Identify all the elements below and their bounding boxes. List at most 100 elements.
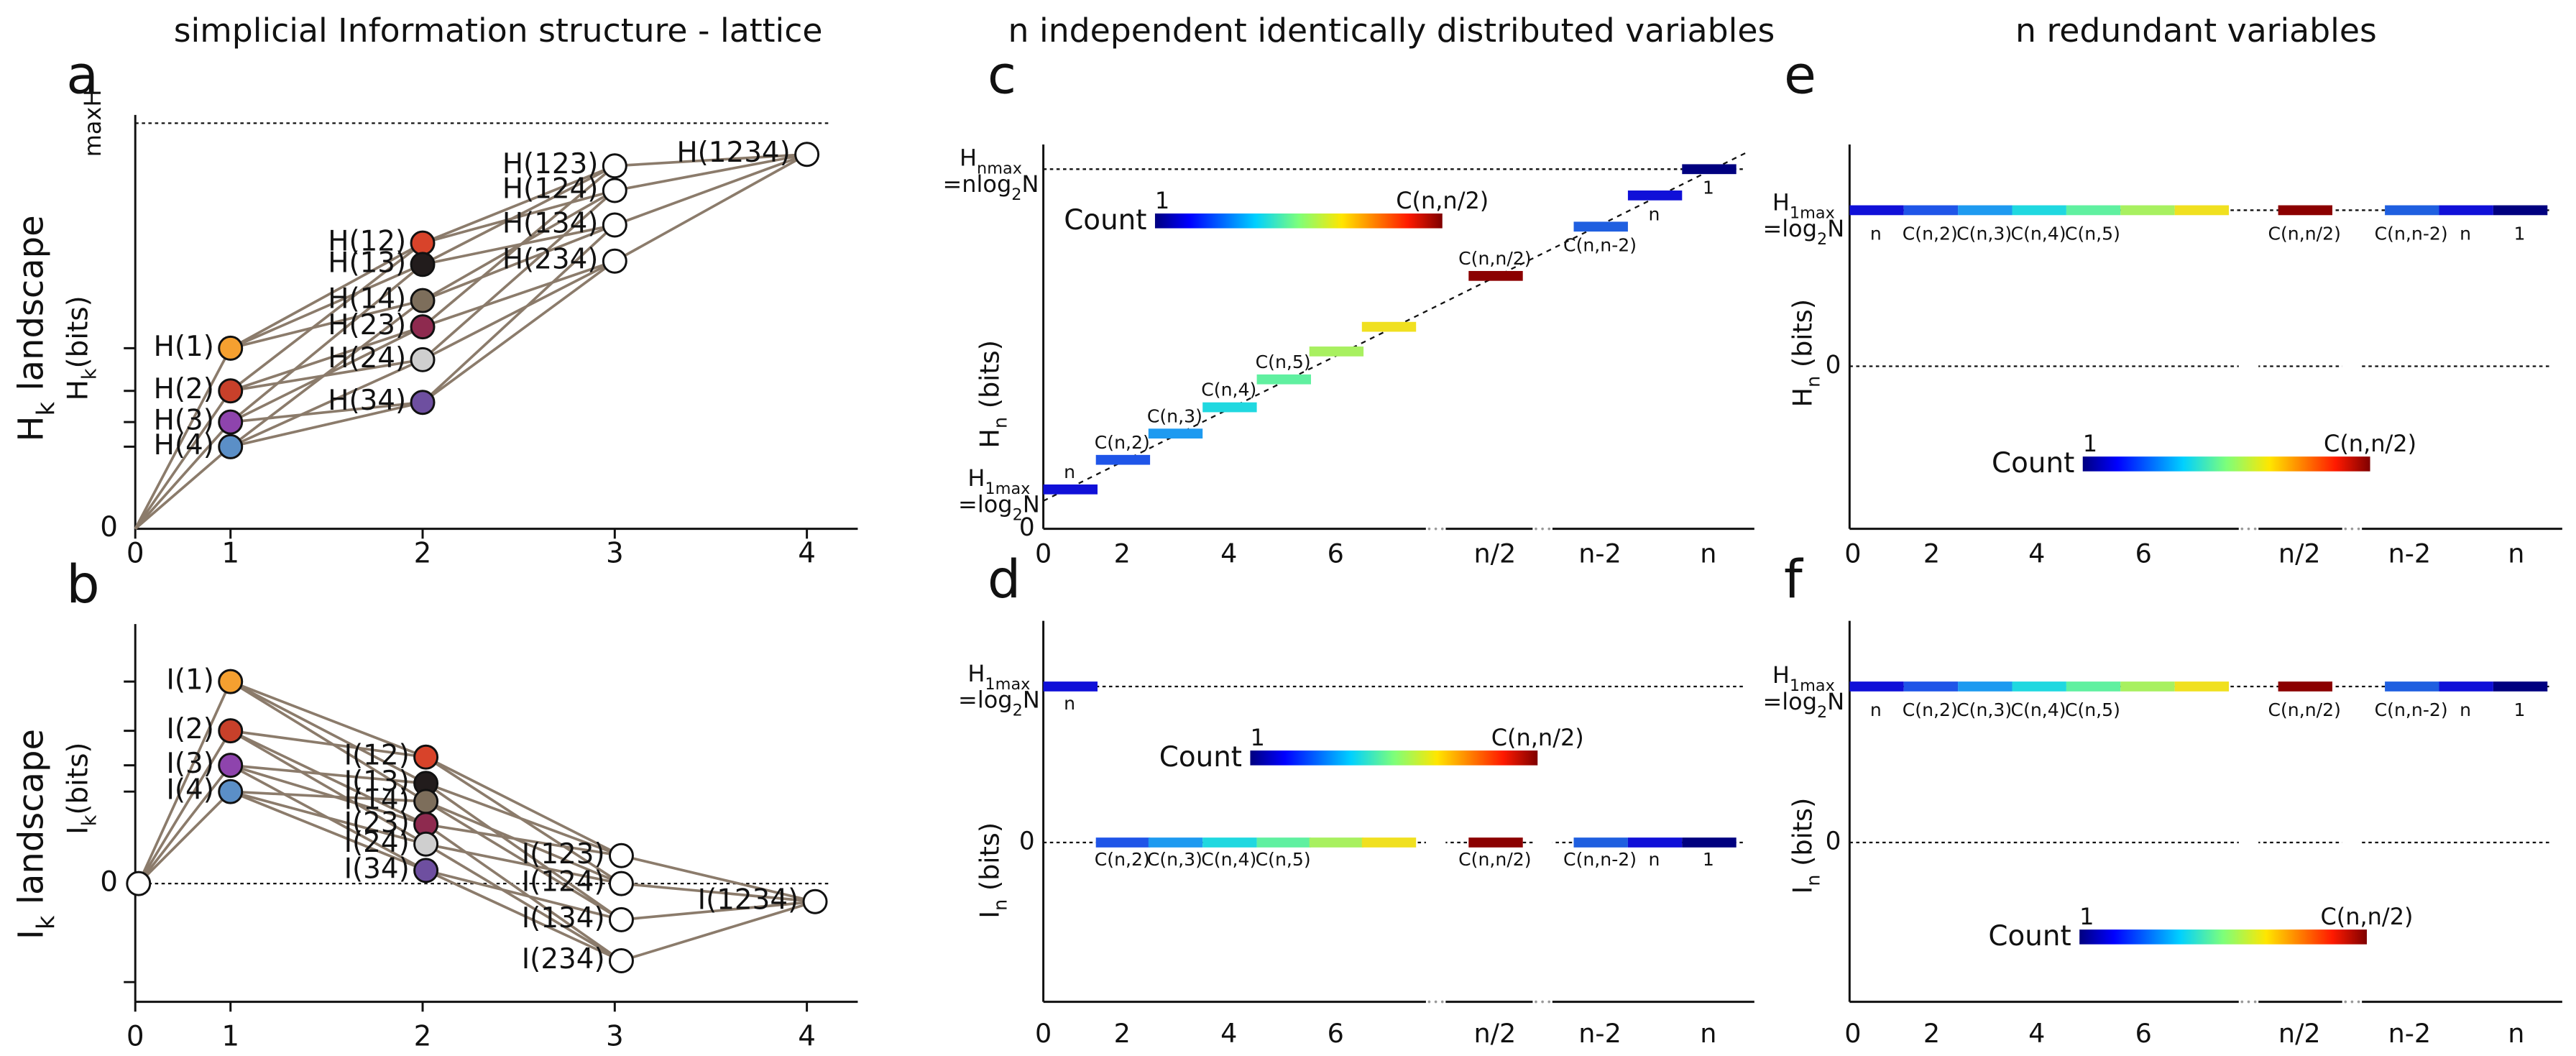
x-tick-label: n/2	[1473, 538, 1516, 569]
bar-label: C(n,n-2)	[1563, 235, 1637, 256]
text-part: I	[62, 826, 94, 834]
colorbar-max: C(n,n/2)	[2324, 430, 2416, 457]
node-label: H(24)	[328, 342, 406, 375]
edge	[422, 165, 615, 244]
node-label: I(4)	[166, 774, 213, 807]
bar-label: n	[1064, 462, 1075, 482]
level-bar	[1958, 205, 2012, 216]
edge	[425, 842, 622, 963]
y-axis-unit: Hk(bits)	[62, 295, 101, 400]
level-label: H1max	[1772, 661, 1835, 694]
colorbar-title: Count	[1159, 741, 1242, 773]
edge	[621, 854, 816, 904]
edge	[230, 400, 423, 423]
text-part: H	[1787, 387, 1818, 407]
y-tick-label: 0	[100, 866, 118, 899]
text-part: I	[1787, 886, 1818, 894]
edge	[425, 782, 622, 857]
text-part: nmax	[977, 159, 1022, 178]
break-dot	[2357, 1000, 2360, 1004]
node-label: I(234)	[522, 943, 605, 975]
colorbar-max: C(n,n/2)	[1396, 187, 1489, 214]
edge	[422, 260, 615, 329]
text-part: 2	[1013, 701, 1023, 720]
bar-label: C(n,n-2)	[2375, 699, 2448, 720]
level-bar	[1309, 346, 1364, 357]
bar-label: C(n,n/2)	[1458, 248, 1531, 269]
bar-label: n	[1870, 224, 1882, 244]
x-tick-label: n	[1700, 1018, 1716, 1049]
level-label: H1max	[1772, 188, 1835, 222]
x-tick-label: n	[2508, 538, 2524, 569]
x-tick-label: n-2	[1578, 1018, 1622, 1049]
bar-label: C(n,3)	[1956, 699, 2012, 720]
panel-letter: e	[1784, 45, 1816, 106]
bar-label: C(n,n/2)	[1458, 849, 1531, 870]
bar-label: n	[2460, 224, 2471, 244]
x-tick-label: n-2	[2388, 538, 2432, 569]
node-label: I(23)	[344, 807, 410, 839]
axis-break	[2342, 361, 2363, 372]
x-tick-label: 2	[1923, 1018, 1940, 1049]
text-part: H	[1772, 661, 1790, 689]
text-part: 2	[1817, 229, 1827, 248]
bar-label: 1	[1703, 178, 1714, 198]
colorbar	[2082, 456, 2370, 472]
axis-break	[2238, 837, 2259, 848]
text-part: 2	[1013, 505, 1023, 524]
edge	[134, 446, 231, 531]
x-tick-label: 4	[1220, 538, 1237, 569]
level-bar	[2174, 205, 2230, 216]
level-label: =log2N	[958, 687, 1040, 720]
break-dot	[1434, 1000, 1438, 1004]
break-dot	[2247, 1000, 2250, 1004]
panel-title: simplicial Information structure - latti…	[174, 12, 823, 50]
level-bar	[1627, 837, 1683, 848]
y-axis-title: Hk landscape	[12, 215, 60, 441]
edge	[134, 390, 232, 530]
node-label: H(1234)	[676, 137, 790, 169]
node	[608, 842, 634, 868]
panel-letter: f	[1784, 549, 1804, 610]
y-tick-label: 0	[1019, 513, 1035, 542]
edge	[230, 763, 426, 785]
break-dot	[2357, 527, 2360, 531]
edge	[426, 842, 622, 885]
bar-label: C(n,n-2)	[2375, 224, 2448, 244]
break-dot	[2240, 1000, 2244, 1004]
text-part: k	[32, 915, 60, 929]
panel-letter: c	[988, 45, 1016, 106]
y-axis-title: Ik landscape	[12, 729, 60, 940]
y-tick-label: 0	[1826, 827, 1841, 856]
axis-break	[2238, 361, 2259, 372]
edge	[229, 242, 424, 392]
break-dot	[2350, 527, 2354, 531]
node-label: H(12)	[328, 226, 406, 258]
level-label: H1max	[967, 464, 1030, 498]
level-bar	[1682, 164, 1736, 175]
bar-label: 1	[2513, 224, 2525, 244]
text-part: n	[990, 899, 1011, 911]
level-bar	[1202, 837, 1257, 848]
level-bar	[1573, 221, 1628, 232]
edge	[230, 763, 427, 826]
y-tick-label: 0	[1826, 351, 1841, 380]
edge	[425, 823, 622, 962]
edge	[421, 189, 616, 361]
edge	[422, 189, 615, 244]
text-part: H	[1772, 188, 1790, 216]
node-label: H(234)	[502, 244, 599, 276]
text-part: 1max	[985, 674, 1030, 693]
node	[413, 789, 439, 814]
bar-label: C(n,2)	[1095, 432, 1150, 453]
bar-label: C(n,4)	[2011, 224, 2066, 244]
edge	[230, 400, 423, 449]
break-dot	[1535, 527, 1537, 531]
text-part: N	[1023, 491, 1040, 518]
bar-label: n	[2460, 699, 2471, 720]
level-label: Hnmax	[960, 144, 1022, 178]
x-tick-label: 4	[1220, 1018, 1237, 1049]
text-part: (bits)	[62, 742, 94, 814]
panel-title: n redundant variables	[2015, 12, 2377, 50]
level-label: =log2N	[958, 491, 1040, 524]
